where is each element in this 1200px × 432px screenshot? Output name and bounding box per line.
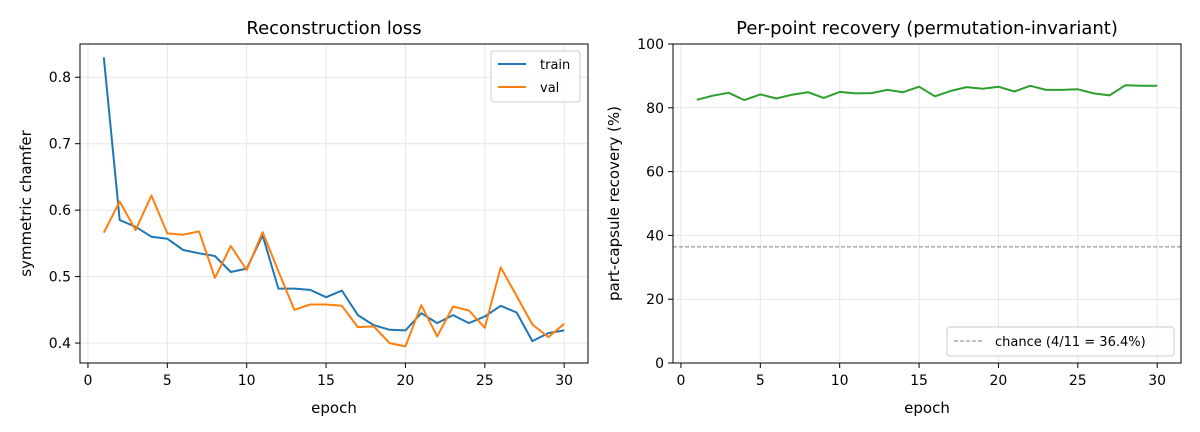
x-tick-label: 5 [756, 373, 765, 389]
x-tick-label: 20 [397, 373, 415, 389]
series-line-val [102, 194, 565, 348]
x-axis-ticks: 0 5 10 15 20 25 30 [676, 363, 1166, 389]
x-axis-ticks: 0 5 10 15 20 25 30 [83, 363, 573, 389]
recovery-panel: Per-point recovery (permutation-invarian… [605, 18, 1182, 417]
series-line-recovery [696, 84, 1158, 102]
x-axis-label: epoch [904, 399, 950, 417]
legend-label-chance: chance (4/11 = 36.4%) [995, 335, 1146, 350]
grid [80, 44, 588, 363]
x-tick-label: 10 [831, 373, 849, 389]
y-axis-label: part-capsule recovery (%) [605, 106, 623, 301]
y-tick-label: 0.6 [49, 203, 71, 219]
chart-title: Per-point recovery (permutation-invarian… [736, 18, 1118, 39]
x-tick-label: 15 [910, 373, 928, 389]
y-tick-label: 0 [655, 356, 664, 372]
x-tick-label: 5 [163, 373, 172, 389]
plot-area-frame [672, 43, 1182, 364]
legend: chance (4/11 = 36.4%) [946, 326, 1175, 357]
chart-title: Reconstruction loss [246, 18, 421, 39]
x-tick-label: 30 [1148, 373, 1166, 389]
y-axis-label: symmetric chamfer [17, 129, 35, 276]
y-tick-label: 0.8 [49, 70, 71, 86]
legend-box [946, 326, 1175, 357]
series-lines [102, 57, 565, 348]
y-tick-label: 0.5 [49, 270, 71, 286]
x-tick-label: 0 [676, 373, 685, 389]
y-axis-ticks: 0.4 0.5 0.6 0.7 0.8 [49, 70, 80, 352]
y-tick-label: 40 [646, 228, 664, 244]
y-tick-label: 100 [637, 37, 664, 53]
y-tick-label: 0.4 [49, 336, 71, 352]
legend: train val [490, 50, 581, 103]
legend-label-train: train [540, 58, 570, 73]
y-tick-label: 0.7 [49, 137, 71, 153]
x-axis-label: epoch [311, 399, 357, 417]
x-tick-label: 20 [990, 373, 1008, 389]
series-lines [673, 84, 1181, 248]
x-tick-label: 30 [555, 373, 573, 389]
x-tick-label: 10 [238, 373, 256, 389]
reconstruction-loss-panel: Reconstruction loss 0 5 10 15 20 25 30 0.40.50… [17, 18, 589, 417]
y-tick-label: 60 [646, 165, 664, 181]
legend-label-val: val [540, 81, 559, 96]
y-tick-label: 20 [646, 292, 664, 308]
y-tick-label: 80 [646, 101, 664, 117]
x-tick-label: 25 [476, 373, 494, 389]
x-tick-label: 0 [83, 373, 92, 389]
x-tick-label: 25 [1069, 373, 1087, 389]
plot-area-frame [79, 43, 589, 364]
x-tick-label: 15 [317, 373, 335, 389]
y-axis-ticks: 0 20 40 60 80 100 [637, 37, 673, 372]
